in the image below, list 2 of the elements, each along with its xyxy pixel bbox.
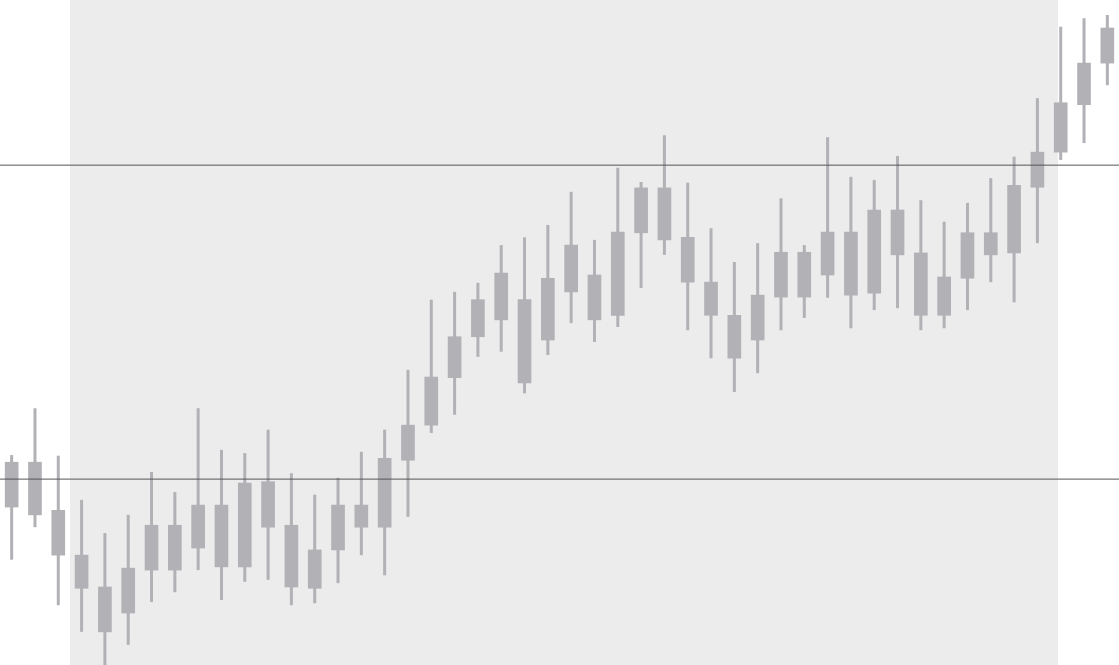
candlestick [983, 178, 998, 284]
candlestick [354, 450, 369, 557]
